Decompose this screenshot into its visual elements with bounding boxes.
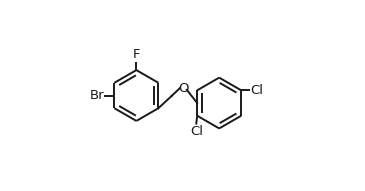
Text: Cl: Cl [250,84,263,97]
Text: Br: Br [90,89,104,102]
Text: O: O [178,82,189,96]
Text: F: F [132,49,140,62]
Text: Cl: Cl [190,125,203,138]
